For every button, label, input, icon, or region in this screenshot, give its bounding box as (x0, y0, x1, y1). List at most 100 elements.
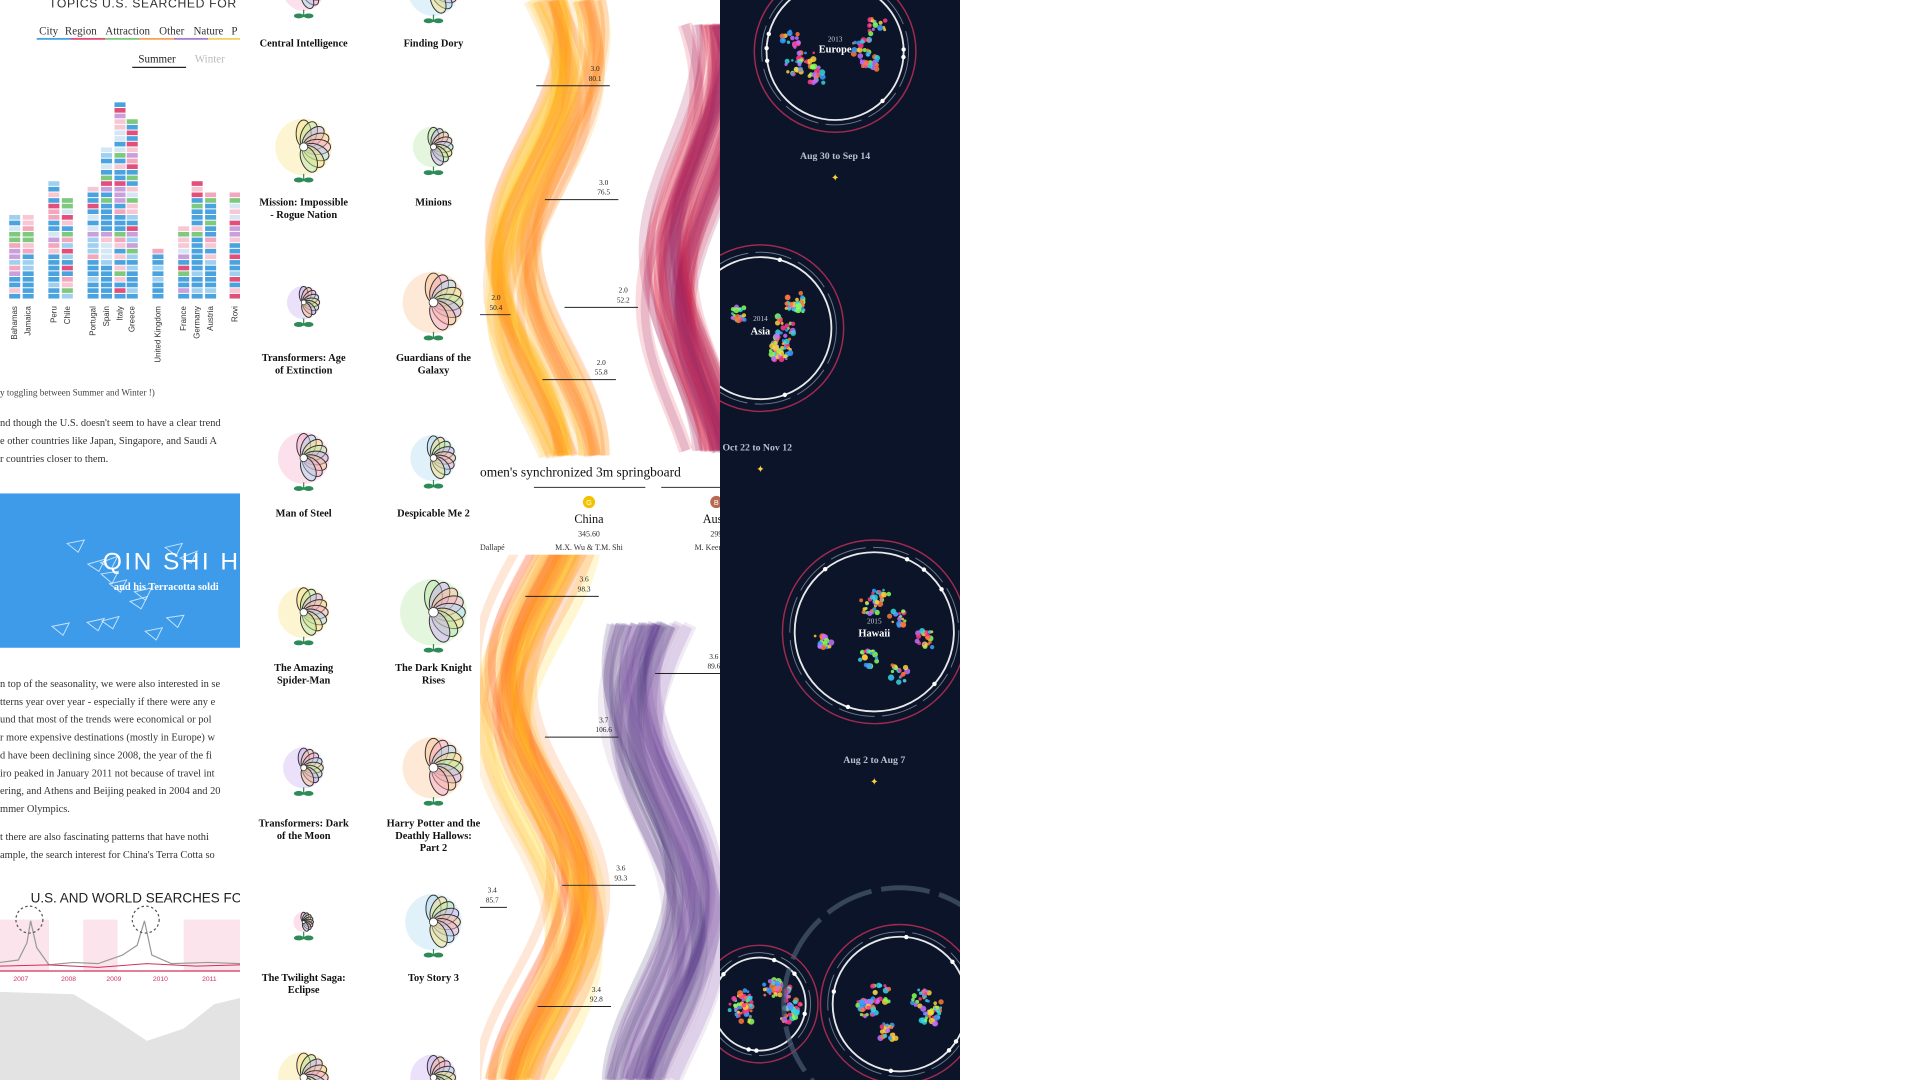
ribbon-strand (480, 549, 566, 1080)
toggle-winter[interactable]: Winter (195, 53, 225, 65)
photo-dot (874, 656, 879, 660)
ring-node (764, 58, 770, 63)
photo-dot (878, 20, 883, 25)
paragraph-line: r countries closer to them. (0, 454, 108, 465)
ribbon-strand (487, 549, 569, 1080)
leaf (293, 177, 304, 183)
photo-dot (786, 40, 791, 44)
ribbon-strand (507, 548, 590, 1080)
paper-plane (128, 595, 149, 610)
ribbon-strand (609, 621, 686, 1080)
world-line (0, 963, 240, 968)
ring-node (845, 704, 851, 710)
paper-plane (108, 579, 128, 593)
photo-dot (772, 987, 778, 992)
photo-dot (742, 988, 748, 993)
flower-center (301, 920, 306, 924)
photo-dot (874, 609, 880, 616)
bar-segment (101, 293, 113, 299)
bar-segment (114, 282, 126, 288)
tab[interactable]: Nature (193, 25, 223, 37)
bar-segment (101, 265, 113, 271)
bar-segment (126, 276, 138, 282)
photo-dot (790, 321, 796, 326)
photo-dot (778, 356, 785, 363)
movie-title: Spider-Man (277, 675, 331, 686)
ribbon-strand (480, 548, 562, 1080)
bar-segment (152, 248, 164, 254)
bar-segment (101, 192, 113, 198)
tab[interactable]: Attraction (105, 25, 150, 37)
bar-segment (87, 243, 99, 248)
photo-dot (882, 1033, 888, 1039)
bar-segment (229, 254, 240, 260)
toggle-summer[interactable]: Summer (138, 53, 176, 65)
country: Austr (703, 512, 730, 526)
bar-segment (178, 254, 190, 260)
bar-segment (126, 237, 138, 243)
bar-segment (22, 237, 34, 243)
bar-segment (152, 288, 164, 293)
paper-plane (100, 615, 120, 630)
photo-dot (924, 992, 928, 996)
ring-node (901, 54, 906, 60)
ribbon-strand (642, 620, 720, 1080)
bar-segment (48, 209, 60, 215)
bar-segment (191, 226, 203, 231)
movie-title: Man of Steel (276, 509, 332, 520)
photo-dot (916, 633, 922, 639)
country-label: Bahamas (10, 306, 19, 340)
photo-dot (779, 319, 783, 323)
photo-dot (786, 1019, 792, 1025)
movie-title: Transformers: Age (262, 353, 346, 364)
bar-segment (114, 124, 126, 130)
leaf (423, 335, 434, 341)
tab[interactable]: Region (65, 25, 97, 37)
photo-dot (887, 1035, 893, 1040)
sparkle: ✦ (831, 173, 839, 184)
paragraph-line: tterns year over year - especially if th… (0, 697, 216, 708)
bar-segment (126, 192, 138, 198)
ribbon-strand (484, 548, 569, 1080)
photo-dot (871, 27, 875, 31)
photo-dot (862, 607, 867, 611)
movie-title: Central Intelligence (260, 39, 348, 50)
bar-segment (114, 186, 126, 192)
bar-segment (126, 282, 138, 288)
ring-node (904, 934, 909, 940)
bar-segment (114, 220, 126, 226)
photo-dot (911, 997, 915, 1002)
bar-segment (101, 175, 113, 181)
photo-dot (783, 333, 788, 338)
bar-segment (48, 260, 60, 265)
bar-segment (205, 271, 217, 276)
photo-dot (882, 588, 885, 592)
photo-dot (787, 337, 792, 341)
tab[interactable]: P (231, 25, 237, 37)
leaf (433, 647, 444, 653)
medal-letter: B (714, 498, 719, 507)
ribbon-strand (673, 24, 720, 454)
tab[interactable]: City (39, 25, 58, 37)
tab-underline (208, 37, 240, 40)
bar-segment (126, 288, 138, 293)
ribbon-strand (504, 547, 593, 1080)
annotation-a: 3.6 (709, 652, 718, 661)
bar-segment (114, 181, 126, 186)
country-label: Spain (102, 306, 111, 326)
photo-dot (877, 589, 882, 594)
photo-dot (743, 995, 748, 1000)
leaf (303, 177, 314, 183)
bar-segment (205, 288, 217, 293)
ribbon-strand (637, 622, 713, 1080)
tab[interactable]: Other (159, 25, 184, 37)
bar-segment (61, 288, 73, 293)
photo-dot (828, 639, 835, 646)
ring-node (904, 557, 910, 562)
photo-dot (768, 351, 775, 358)
bar-segment (61, 271, 73, 276)
bar-segment (114, 102, 126, 108)
photo-dot (747, 1020, 751, 1024)
ribbon-strand (614, 622, 686, 1080)
photo-dot (793, 66, 799, 72)
